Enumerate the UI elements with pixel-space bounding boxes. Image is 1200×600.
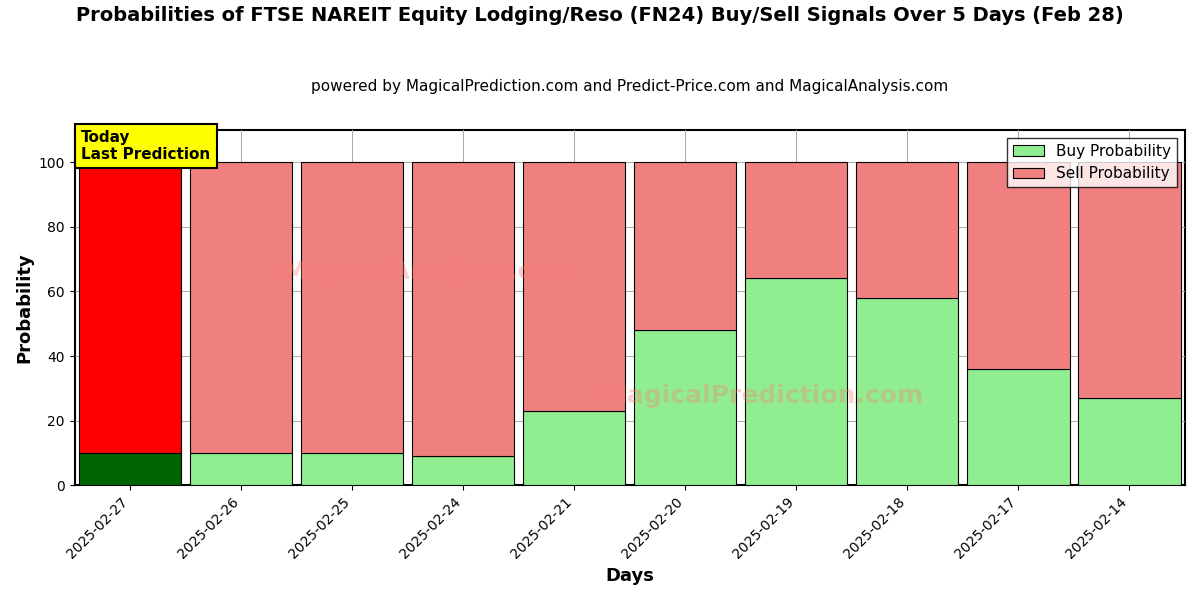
X-axis label: Days: Days [605,567,654,585]
Bar [967,162,1069,369]
Text: MagicalPrediction.com: MagicalPrediction.com [602,385,924,409]
Bar [635,330,737,485]
Bar [745,278,847,485]
Bar [412,456,515,485]
Title: powered by MagicalPrediction.com and Predict-Price.com and MagicalAnalysis.com: powered by MagicalPrediction.com and Pre… [311,79,948,94]
Bar [635,162,737,330]
Y-axis label: Probability: Probability [16,252,34,363]
Legend: Buy Probability, Sell Probability: Buy Probability, Sell Probability [1007,137,1177,187]
Bar [967,369,1069,485]
Bar [857,162,959,298]
Bar [412,162,515,456]
Bar [301,453,403,485]
Bar [190,453,293,485]
Bar [190,162,293,453]
Bar [523,411,625,485]
Bar [301,162,403,453]
Bar [79,453,181,485]
Bar [1079,398,1181,485]
Bar [1079,162,1181,398]
Bar [745,162,847,278]
Bar [857,298,959,485]
Text: Probabilities of FTSE NAREIT Equity Lodging/Reso (FN24) Buy/Sell Signals Over 5 : Probabilities of FTSE NAREIT Equity Lodg… [76,6,1124,25]
Bar [523,162,625,411]
Bar [79,162,181,453]
Text: Today
Last Prediction: Today Last Prediction [82,130,210,162]
Text: MagicalAnalysis.com: MagicalAnalysis.com [283,260,577,284]
